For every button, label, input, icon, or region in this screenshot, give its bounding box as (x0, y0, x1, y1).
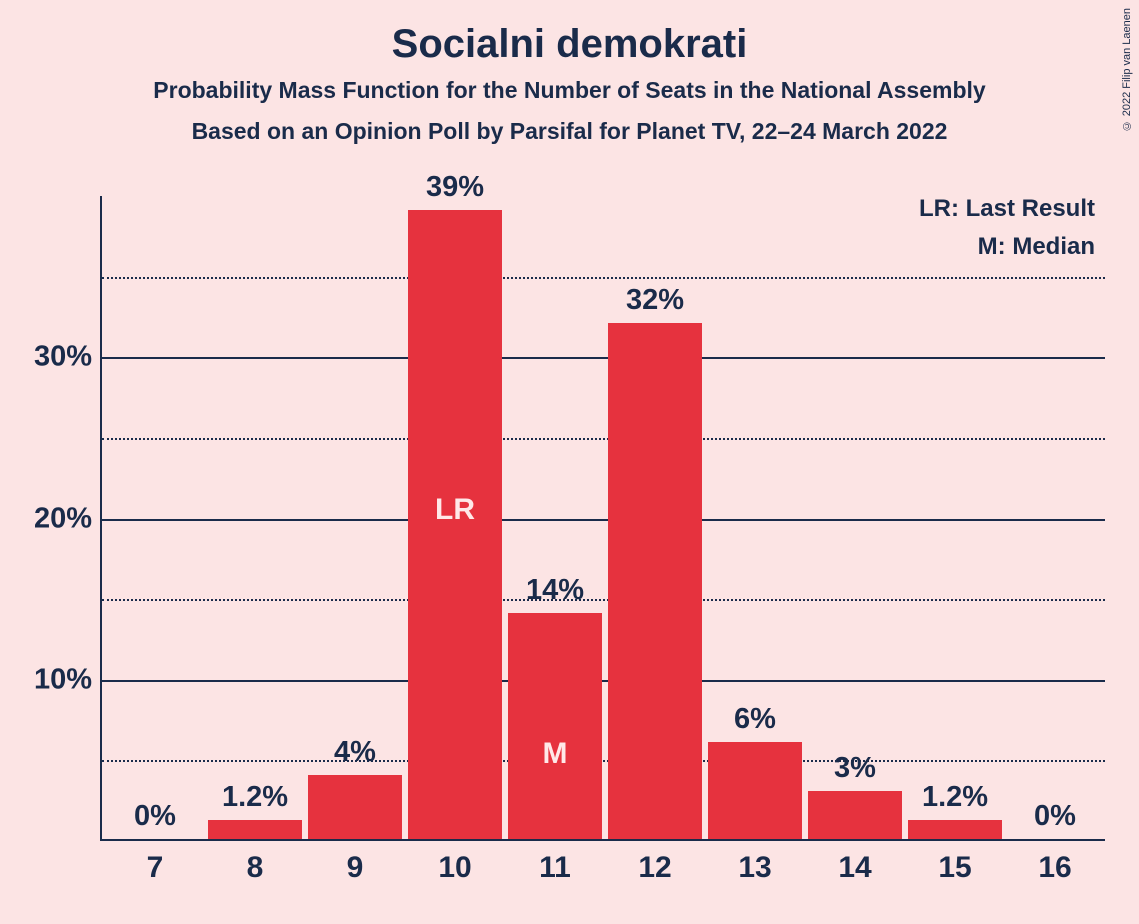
gridline-minor (102, 760, 1105, 762)
bar: 6% (708, 742, 802, 839)
x-axis-tick-label: 15 (938, 851, 971, 885)
bar-inner-label: M (543, 737, 568, 771)
x-axis-tick-label: 14 (838, 851, 871, 885)
bar-value-label: 3% (834, 752, 876, 785)
x-axis-tick-label: 7 (147, 851, 164, 885)
bar-chart: LR: Last Result M: Median 10%20%30%0%71.… (100, 196, 1105, 841)
x-axis-tick-label: 9 (347, 851, 364, 885)
bar-value-label: 1.2% (922, 781, 988, 814)
gridline-minor (102, 277, 1105, 279)
bar-value-label: 1.2% (222, 781, 288, 814)
x-axis-tick-label: 12 (638, 851, 671, 885)
legend-lr: LR: Last Result (919, 190, 1095, 228)
bar-value-label: 6% (734, 703, 776, 736)
x-axis-tick-label: 8 (247, 851, 264, 885)
bar-value-label: 4% (334, 736, 376, 769)
legend-box: LR: Last Result M: Median (919, 190, 1095, 267)
bar: 1.2% (908, 820, 1002, 839)
bar: 3% (808, 791, 902, 839)
gridline-major (102, 519, 1105, 521)
gridline-major (102, 680, 1105, 682)
chart-subtitle-1: Probability Mass Function for the Number… (0, 77, 1139, 104)
bar-inner-label: LR (435, 493, 475, 527)
copyright-text: © 2022 Filip van Laenen (1121, 8, 1133, 131)
bar: 39%LR (408, 210, 502, 839)
bar-value-label: 0% (134, 800, 176, 833)
y-axis-tick-label: 10% (18, 663, 92, 696)
bar: 4% (308, 775, 402, 840)
legend-m: M: Median (919, 228, 1095, 266)
x-axis-tick-label: 16 (1038, 851, 1071, 885)
x-axis-tick-label: 11 (539, 851, 571, 885)
bar-value-label: 39% (426, 171, 484, 204)
bar-value-label: 14% (526, 574, 584, 607)
chart-title: Socialni demokrati (0, 22, 1139, 67)
bar: 32% (608, 323, 702, 839)
gridline-minor (102, 599, 1105, 601)
y-axis-tick-label: 20% (18, 502, 92, 535)
x-axis-tick-label: 13 (738, 851, 771, 885)
title-block: Socialni demokrati Probability Mass Func… (0, 0, 1139, 145)
y-axis-tick-label: 30% (18, 341, 92, 374)
chart-subtitle-2: Based on an Opinion Poll by Parsifal for… (0, 118, 1139, 145)
gridline-minor (102, 438, 1105, 440)
bar: 1.2% (208, 820, 302, 839)
bar: 14%M (508, 613, 602, 839)
bar-value-label: 32% (626, 284, 684, 317)
bar-value-label: 0% (1034, 800, 1076, 833)
gridline-major (102, 357, 1105, 359)
x-axis-tick-label: 10 (438, 851, 471, 885)
